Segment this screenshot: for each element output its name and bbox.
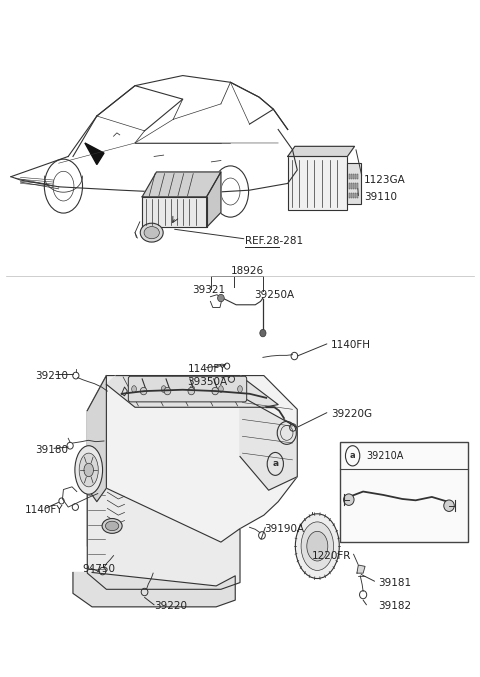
Text: 39321: 39321 (192, 285, 226, 295)
Text: a: a (272, 460, 278, 468)
FancyBboxPatch shape (349, 174, 350, 179)
FancyBboxPatch shape (355, 183, 356, 189)
Text: 39181: 39181 (378, 577, 411, 588)
FancyBboxPatch shape (355, 174, 356, 179)
Polygon shape (107, 376, 278, 408)
Text: 1123GA: 1123GA (364, 175, 406, 185)
Ellipse shape (301, 522, 334, 571)
Polygon shape (85, 143, 104, 165)
Text: 39180: 39180 (35, 445, 68, 455)
FancyBboxPatch shape (288, 156, 348, 211)
FancyBboxPatch shape (351, 174, 352, 179)
FancyBboxPatch shape (348, 163, 361, 204)
Ellipse shape (140, 387, 147, 395)
Ellipse shape (295, 514, 339, 579)
Polygon shape (357, 565, 365, 573)
Text: 39182: 39182 (378, 601, 411, 611)
Text: 39190A: 39190A (264, 523, 304, 533)
Polygon shape (87, 376, 297, 563)
Text: 1140FH: 1140FH (331, 341, 371, 350)
FancyBboxPatch shape (351, 193, 352, 198)
Text: 1220FR: 1220FR (312, 550, 351, 561)
Polygon shape (206, 172, 221, 227)
Circle shape (218, 386, 223, 393)
FancyBboxPatch shape (340, 442, 468, 542)
Polygon shape (288, 146, 355, 156)
Text: 39220: 39220 (154, 601, 187, 611)
FancyBboxPatch shape (353, 174, 354, 179)
Ellipse shape (260, 330, 266, 337)
Ellipse shape (144, 227, 159, 239)
Polygon shape (87, 488, 240, 589)
Polygon shape (73, 573, 235, 607)
Ellipse shape (164, 387, 171, 395)
Text: 39250A: 39250A (254, 290, 294, 300)
Text: 1140FY: 1140FY (25, 506, 64, 515)
Text: 1140FY: 1140FY (188, 364, 226, 374)
Polygon shape (87, 376, 107, 502)
Ellipse shape (444, 500, 454, 511)
Text: 39110: 39110 (364, 192, 397, 202)
Text: a: a (350, 452, 355, 460)
Ellipse shape (79, 453, 98, 487)
FancyBboxPatch shape (357, 174, 358, 179)
Text: 39350A: 39350A (188, 377, 228, 387)
Ellipse shape (75, 445, 103, 494)
FancyBboxPatch shape (357, 183, 358, 189)
Circle shape (307, 531, 328, 561)
Text: 39210A: 39210A (366, 451, 404, 461)
Circle shape (161, 386, 166, 393)
Polygon shape (142, 172, 221, 197)
FancyBboxPatch shape (353, 183, 354, 189)
Text: 39210: 39210 (35, 370, 68, 380)
Ellipse shape (188, 387, 195, 395)
Circle shape (132, 386, 136, 393)
FancyBboxPatch shape (128, 376, 247, 402)
FancyBboxPatch shape (351, 183, 352, 189)
FancyBboxPatch shape (357, 193, 358, 198)
Text: 94750: 94750 (83, 564, 116, 574)
Circle shape (84, 463, 94, 477)
Ellipse shape (217, 294, 224, 302)
Ellipse shape (106, 521, 119, 531)
FancyBboxPatch shape (349, 183, 350, 189)
FancyBboxPatch shape (355, 193, 356, 198)
Ellipse shape (140, 223, 163, 242)
Circle shape (190, 386, 195, 393)
Circle shape (238, 386, 242, 393)
FancyBboxPatch shape (349, 193, 350, 198)
Text: 18926: 18926 (230, 266, 264, 276)
Text: REF.28-281: REF.28-281 (245, 236, 303, 246)
FancyBboxPatch shape (353, 193, 354, 198)
Ellipse shape (102, 519, 122, 533)
Polygon shape (142, 197, 206, 227)
Text: 39220G: 39220G (331, 409, 372, 419)
Ellipse shape (212, 387, 218, 395)
Polygon shape (240, 396, 297, 490)
Ellipse shape (344, 494, 354, 505)
